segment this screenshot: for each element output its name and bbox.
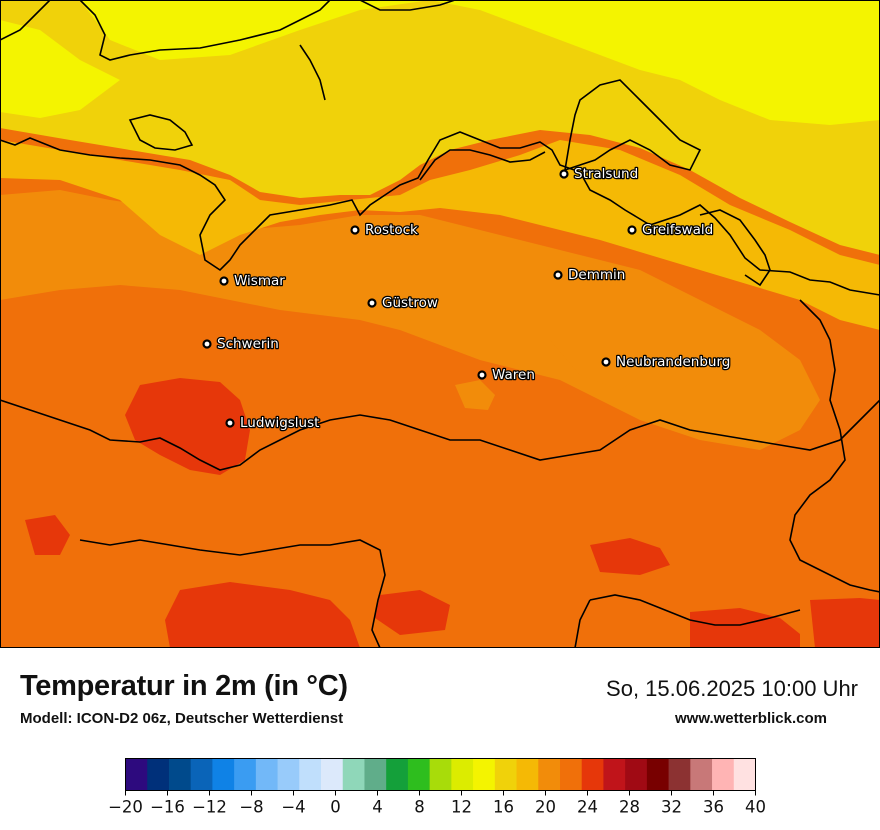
city-demmin: Demmin	[553, 266, 627, 284]
colorbar-labels: −20 −16 −12 −8 −4 0 4 8 12 16 20 24 28 32 36 40	[108, 798, 766, 817]
colorbar-swatches	[125, 758, 756, 791]
colorbar-swatch	[559, 758, 583, 791]
city-label: Stralsund	[574, 166, 638, 182]
temperature-zone-24-ludwigslust	[125, 378, 250, 475]
temperature-zone-24-south	[165, 582, 360, 648]
colorbar-swatch	[168, 758, 192, 791]
temperature-map: Stralsund Rostock Greifswald Wismar Demm…	[0, 0, 880, 648]
city-label: Schwerin	[217, 336, 279, 352]
city-marker	[219, 276, 229, 286]
city-marker	[559, 169, 569, 179]
colorbar-swatch	[625, 758, 648, 791]
city-marker	[627, 225, 637, 235]
city-label: Güstrow	[382, 295, 438, 311]
colorbar-swatch	[646, 758, 670, 791]
city-schwerin: Schwerin	[202, 335, 280, 353]
colorbar-tick-label: −4	[281, 798, 305, 817]
colorbar-swatch	[516, 758, 539, 791]
colorbar-tick-label: 8	[414, 798, 425, 817]
colorbar-tick-label: 20	[535, 798, 556, 817]
city-waren: Waren	[477, 366, 536, 384]
temperature-zone-24-east	[810, 598, 880, 648]
model-source: Modell: ICON-D2 06z, Deutscher Wetterdie…	[20, 710, 344, 727]
city-label: Wismar	[234, 273, 285, 289]
colorbar-swatch	[581, 758, 604, 791]
colorbar-tick-label: −8	[239, 798, 263, 817]
colorbar-tick-label: 16	[493, 798, 514, 817]
colorbar-swatch	[125, 758, 148, 791]
colorbar-swatch	[407, 758, 431, 791]
temperature-zone-24-south2	[375, 590, 450, 635]
colorbar-swatch	[668, 758, 691, 791]
colorbar-swatch	[190, 758, 213, 791]
colorbar-tick-label: 12	[451, 798, 472, 817]
colorbar-frame	[125, 758, 756, 791]
colorbar-swatch	[321, 758, 344, 791]
colorbar-swatch	[603, 758, 626, 791]
colorbar-swatch	[364, 758, 387, 791]
city-greifswald: Greifswald	[627, 221, 715, 239]
colorbar-swatch	[429, 758, 452, 791]
city-marker	[350, 225, 360, 235]
colorbar-ticks	[125, 790, 756, 796]
colorbar-swatch	[538, 758, 561, 791]
colorbar-tick-label: 36	[703, 798, 724, 817]
colorbar-swatch	[386, 758, 409, 791]
colorbar-swatch	[494, 758, 517, 791]
temperature-zone-24-west	[25, 515, 70, 555]
city-ludwigslust: Ludwigslust	[225, 414, 321, 432]
city-rostock: Rostock	[350, 221, 419, 239]
colorbar-tick-label: 4	[372, 798, 383, 817]
city-marker	[601, 357, 611, 367]
colorbar-swatch	[342, 758, 365, 791]
colorbar-tick-label: 40	[745, 798, 766, 817]
city-marker	[202, 339, 212, 349]
website-link[interactable]: www.wetterblick.com	[675, 710, 827, 727]
colorbar-swatch	[212, 758, 235, 791]
colorbar-swatch	[733, 758, 756, 791]
colorbar-swatch	[277, 758, 300, 791]
city-guestrow: Güstrow	[367, 294, 439, 312]
colorbar-swatch	[451, 758, 474, 791]
city-label: Ludwigslust	[240, 415, 319, 431]
temperature-zone-20	[0, 140, 880, 330]
colorbar-swatch	[234, 758, 257, 791]
colorbar-swatch	[299, 758, 322, 791]
city-label: Waren	[492, 367, 535, 383]
colorbar-tick-label: 24	[577, 798, 598, 817]
city-neubrandenburg: Neubrandenburg	[601, 353, 732, 371]
city-marker	[553, 270, 563, 280]
city-marker	[225, 418, 235, 428]
city-label: Rostock	[365, 222, 418, 238]
colorbar-tick-label: 28	[619, 798, 640, 817]
city-marker	[367, 298, 377, 308]
city-wismar: Wismar	[219, 272, 287, 290]
colorbar-swatch	[255, 758, 278, 791]
colorbar-tick-label: 32	[661, 798, 682, 817]
temperature-colorbar: −20 −16 −12 −8 −4 0 4 8 12 16 20 24 28 32 36 40	[108, 758, 766, 817]
colorbar-tick-label: −16	[150, 798, 185, 817]
city-stralsund: Stralsund	[559, 165, 639, 183]
city-marker	[477, 370, 487, 380]
colorbar-swatch	[473, 758, 496, 791]
colorbar-swatch	[690, 758, 713, 791]
temperature-zone-16b	[430, 0, 880, 125]
map-footer: Temperatur in 2m (in °C) Modell: ICON-D2…	[0, 648, 880, 830]
map-title: Temperatur in 2m (in °C)	[20, 670, 348, 702]
colorbar-tick-label: 0	[330, 798, 341, 817]
colorbar-tick-label: −12	[192, 798, 227, 817]
colorbar-swatch	[147, 758, 170, 791]
city-label: Neubrandenburg	[616, 354, 730, 370]
coastline-borders	[0, 0, 880, 648]
temperature-zone-22-pockets	[455, 380, 495, 410]
city-label: Demmin	[568, 267, 625, 283]
temperature-zone-24-mid	[590, 538, 670, 575]
city-label: Greifswald	[642, 222, 713, 238]
colorbar-swatch	[712, 758, 735, 791]
temperature-zone-16	[0, 0, 430, 60]
temperature-zone-22b	[420, 230, 650, 390]
temperature-zone-16c	[0, 20, 120, 118]
colorbar-tick-label: −20	[108, 798, 143, 817]
forecast-datetime: So, 15.06.2025 10:00 Uhr	[606, 676, 858, 701]
